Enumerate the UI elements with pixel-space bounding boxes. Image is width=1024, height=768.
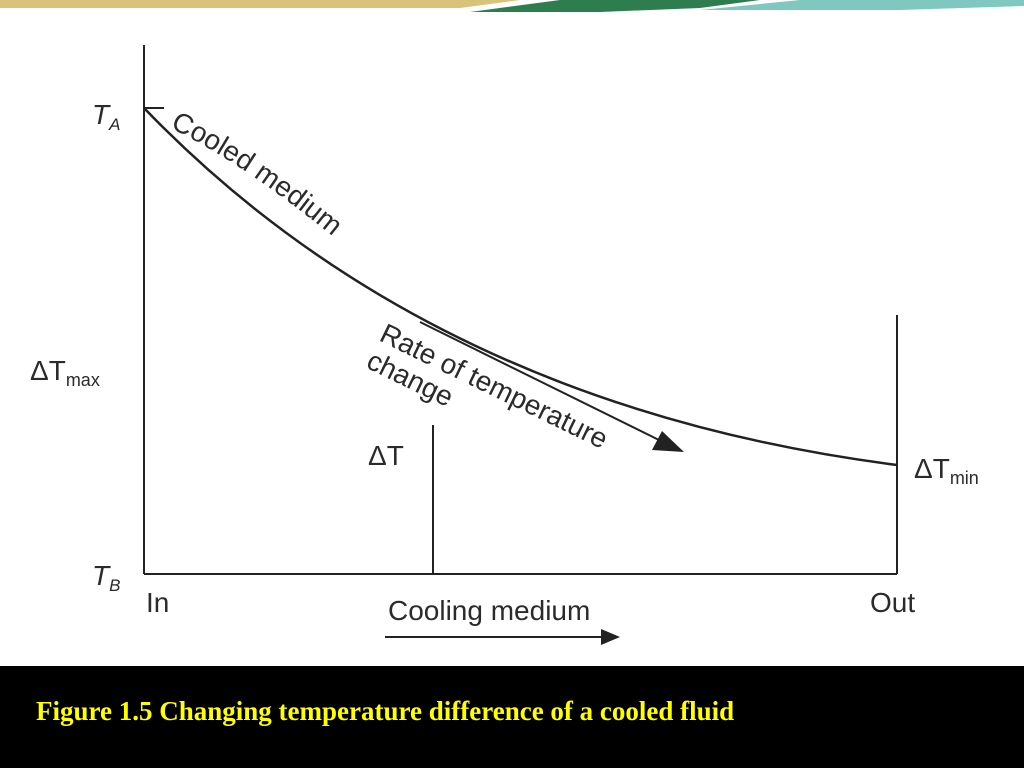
rate-arrowhead [652,431,684,452]
tb-label: TB [92,560,120,595]
banner-gold-stripe [0,0,520,8]
cooled-medium-curve [143,107,898,467]
top-decorative-banner [0,0,1024,12]
delta-t-max-label: ΔTmax [30,355,100,390]
rate-tangent-line [419,321,664,443]
cooled-medium-label: Cooled medium [167,105,348,241]
banner-teal-swoosh [700,0,1024,10]
figure-caption: Figure 1.5 Changing temperature differen… [36,696,735,726]
cooling-medium-arrowhead [601,629,620,645]
in-label: In [146,587,169,618]
banner-green-swoosh [470,0,760,12]
caption-bar: Figure 1.5 Changing temperature differen… [0,666,1024,768]
cooling-medium-label: Cooling medium [388,595,590,626]
delta-t-min-label: ΔTmin [914,453,979,488]
out-label: Out [870,587,915,618]
delta-t-label: ΔT [368,440,404,471]
temperature-difference-diagram: TA TB ΔTmax ΔTmin ΔT In Out Cooling medi… [30,45,979,645]
ta-label: TA [92,99,120,134]
